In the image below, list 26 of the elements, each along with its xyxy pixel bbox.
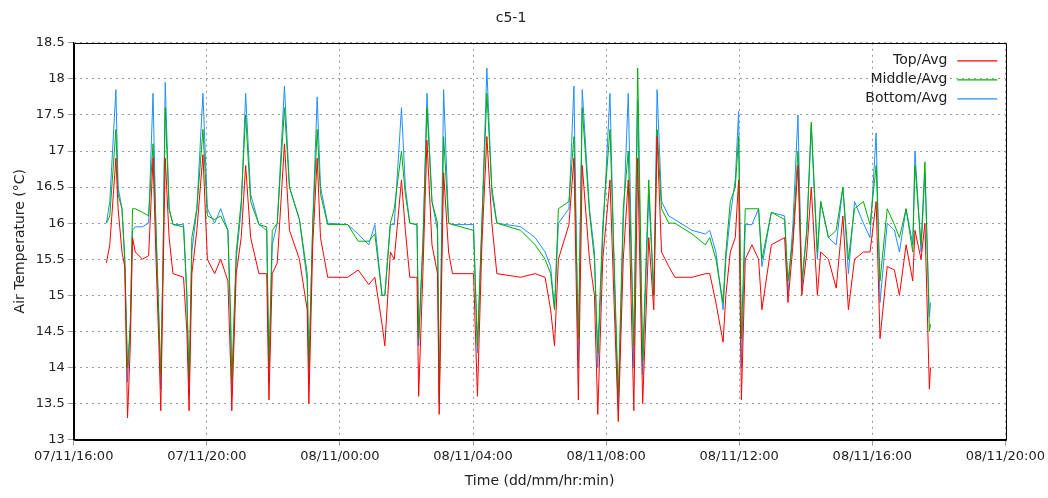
y-tick-label: 16 [48,214,65,230]
legend-label: Top/Avg [892,50,948,67]
y-tick-label: 17 [48,142,65,158]
x-tick-label: 07/11/20:00 [167,447,247,463]
y-tick-label: 18.5 [35,34,65,50]
y-tick-label: 17.5 [35,106,65,122]
x-tick-label: 08/11/00:00 [300,447,380,463]
y-tick-label: 13 [48,430,65,446]
legend-label: Middle/Avg [870,69,948,86]
y-tick-label: 16.5 [35,178,65,194]
y-tick-label: 14.5 [35,322,65,338]
y-axis-title: Air Temperature (°C) [11,168,28,314]
legend-label: Bottom/Avg [865,88,948,105]
x-tick-label: 07/11/16:00 [34,447,114,463]
y-tick-label: 14 [48,358,65,374]
x-tick-label: 08/11/08:00 [566,447,646,463]
x-axis-title: Time (dd/mm/hr:min) [463,472,615,489]
x-tick-label: 08/11/16:00 [832,447,912,463]
y-tick-label: 13.5 [35,394,65,410]
x-tick-label: 08/11/12:00 [699,447,779,463]
y-tick-label: 15.5 [35,250,65,266]
x-tick-label: 08/11/04:00 [433,447,513,463]
x-tick-label: 08/11/20:00 [965,447,1045,463]
y-tick-label: 15 [48,286,65,302]
y-tick-label: 18 [48,70,65,86]
chart-title: c5-1 [495,9,527,26]
